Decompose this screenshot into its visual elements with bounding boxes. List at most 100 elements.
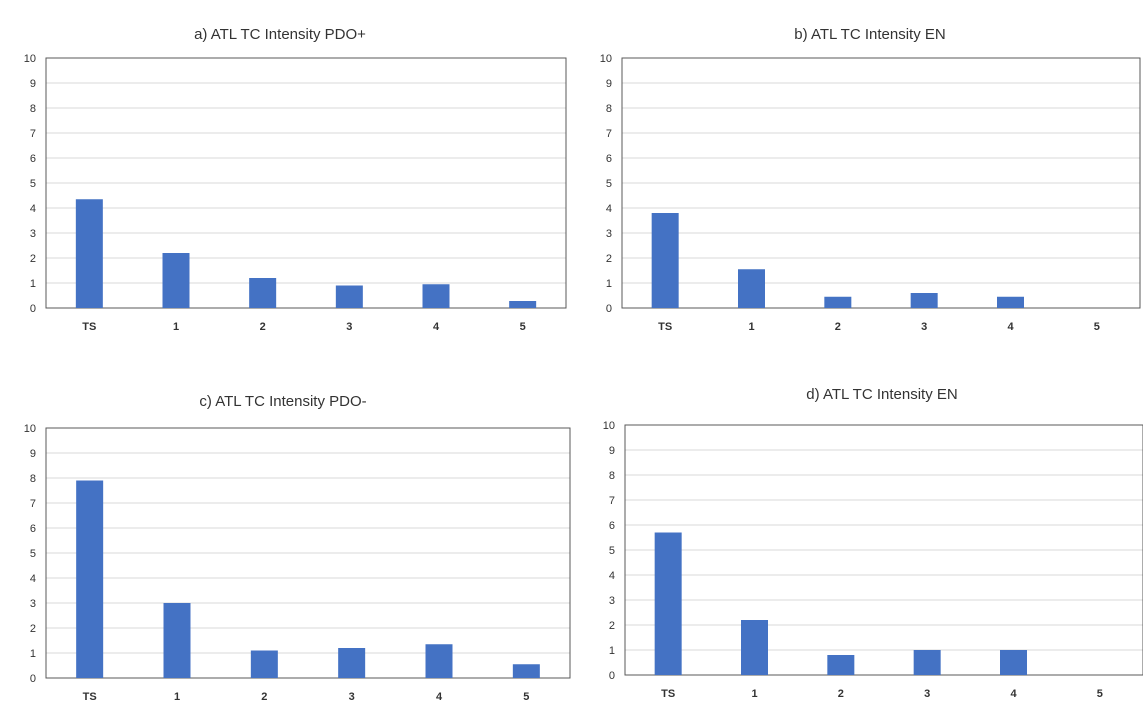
y-tick-label: 2: [30, 253, 36, 265]
bar: [425, 644, 453, 678]
x-category-label: 2: [260, 321, 266, 333]
x-category-label: 1: [748, 321, 754, 333]
x-category-label: TS: [661, 688, 675, 700]
y-tick-label: 3: [609, 595, 615, 607]
y-tick-label: 7: [30, 498, 36, 510]
x-category-label: TS: [658, 321, 672, 333]
bar: [913, 650, 941, 675]
x-category-label: 5: [1097, 688, 1103, 700]
y-tick-label: 4: [609, 570, 615, 582]
x-category-label: 3: [921, 321, 927, 333]
y-tick-label: 9: [30, 448, 36, 460]
x-category-label: 3: [349, 691, 355, 703]
bar: [738, 269, 765, 308]
x-category-label: TS: [82, 321, 96, 333]
y-tick-label: 3: [30, 598, 36, 610]
x-category-label: 4: [436, 691, 443, 703]
y-tick-label: 5: [30, 178, 36, 190]
x-category-label: 5: [520, 321, 526, 333]
x-category-label: 2: [838, 688, 844, 700]
x-category-label: 2: [261, 691, 267, 703]
plot-frame: [45, 57, 567, 309]
x-category-label: 4: [433, 321, 440, 333]
y-tick-label: 2: [606, 253, 612, 265]
y-tick-label: 1: [606, 278, 612, 290]
plot-frame: [45, 427, 571, 679]
y-tick-label: 7: [609, 495, 615, 507]
bar: [824, 296, 852, 308]
y-tick-label: 1: [609, 645, 615, 657]
x-category-label: 1: [751, 688, 757, 700]
y-tick-label: 3: [606, 228, 612, 240]
y-tick-label: 4: [606, 203, 612, 215]
x-category-label: 5: [1094, 321, 1100, 333]
y-tick-label: 6: [609, 520, 615, 532]
y-tick-label: 7: [606, 128, 612, 140]
y-tick-label: 0: [606, 303, 612, 315]
x-category-label: 5: [523, 691, 529, 703]
y-tick-label: 6: [30, 523, 36, 535]
x-category-label: 4: [1007, 321, 1014, 333]
x-category-label: 3: [346, 321, 352, 333]
y-tick-label: 2: [30, 623, 36, 635]
y-tick-label: 7: [30, 128, 36, 140]
y-tick-label: 0: [609, 670, 615, 682]
chart-title: b) ATL TC Intensity EN: [794, 26, 945, 43]
bar: [75, 199, 103, 308]
y-tick-label: 10: [603, 420, 615, 432]
bar: [249, 278, 277, 308]
bar: [512, 664, 540, 678]
y-tick-label: 8: [30, 473, 36, 485]
y-tick-label: 8: [609, 470, 615, 482]
y-tick-label: 9: [30, 78, 36, 90]
bar: [250, 650, 278, 678]
bar: [1000, 650, 1027, 675]
bar: [654, 532, 682, 675]
y-tick-label: 10: [24, 423, 36, 435]
y-tick-label: 1: [30, 278, 36, 290]
x-category-label: TS: [83, 691, 97, 703]
bar: [651, 213, 679, 308]
y-tick-label: 3: [30, 228, 36, 240]
x-category-label: 2: [835, 321, 841, 333]
y-tick-label: 10: [24, 53, 36, 65]
bar: [741, 620, 768, 675]
y-tick-label: 6: [606, 153, 612, 165]
bar: [827, 655, 855, 675]
chart-title: c) ATL TC Intensity PDO-: [199, 393, 366, 410]
y-tick-label: 4: [30, 203, 36, 215]
bar: [422, 284, 450, 308]
y-tick-label: 10: [600, 53, 612, 65]
y-tick-label: 4: [30, 573, 36, 585]
y-tick-label: 5: [30, 548, 36, 560]
y-tick-label: 8: [30, 103, 36, 115]
bar: [335, 285, 363, 308]
bar: [509, 301, 537, 308]
y-tick-label: 0: [30, 303, 36, 315]
bar: [997, 296, 1024, 308]
y-tick-label: 6: [30, 153, 36, 165]
bar: [162, 253, 190, 308]
y-tick-label: 9: [606, 78, 612, 90]
chart-title: a) ATL TC Intensity PDO+: [194, 26, 366, 43]
x-category-label: 3: [924, 688, 930, 700]
bar: [338, 648, 366, 678]
plot-frame: [621, 57, 1141, 309]
x-category-label: 1: [174, 691, 180, 703]
x-category-label: 1: [173, 321, 179, 333]
y-tick-label: 5: [609, 545, 615, 557]
chart-title: d) ATL TC Intensity EN: [806, 386, 957, 403]
y-tick-label: 9: [609, 445, 615, 457]
y-tick-label: 0: [30, 673, 36, 685]
bar: [910, 293, 938, 308]
plot-frame: [624, 424, 1143, 676]
bar: [76, 480, 104, 678]
y-tick-label: 1: [30, 648, 36, 660]
y-tick-label: 8: [606, 103, 612, 115]
bar: [163, 603, 191, 678]
x-category-label: 4: [1010, 688, 1017, 700]
